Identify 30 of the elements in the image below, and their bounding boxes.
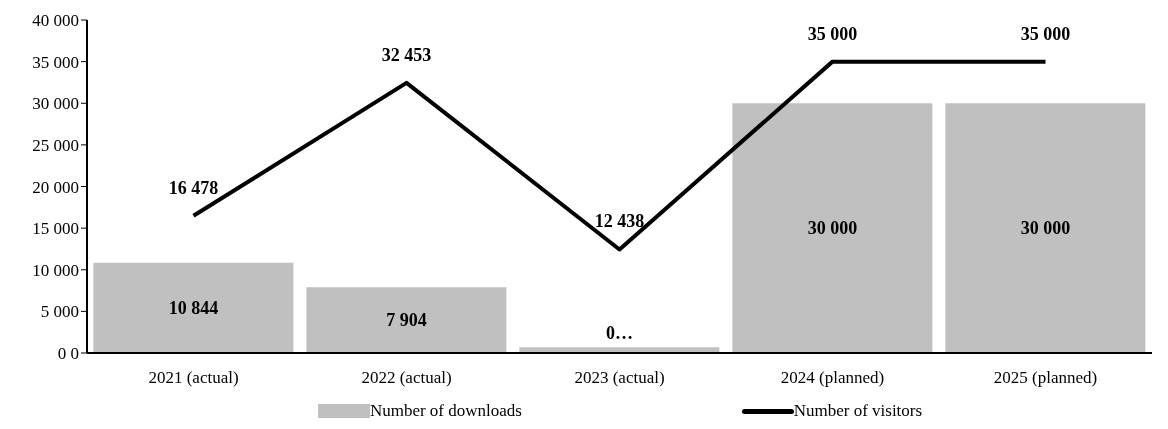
data-label: 0… xyxy=(605,323,633,344)
legend-label: Number of visitors xyxy=(793,401,923,421)
data-label: 35 000 xyxy=(807,23,858,44)
bar xyxy=(93,262,294,353)
data-label: 10 844 xyxy=(168,297,219,318)
y-tick-label: 5 000 xyxy=(40,302,79,322)
x-tick-label: 2021 (actual) xyxy=(148,368,239,388)
x-tick-label: 2025 (planned) xyxy=(993,368,1098,388)
y-tick-label: 10 000 xyxy=(32,260,79,280)
y-tick-label: 0 0 xyxy=(57,344,79,364)
data-label: 12 438 xyxy=(594,211,645,232)
data-label: 30 000 xyxy=(807,218,858,239)
y-tick-label: 35 000 xyxy=(32,52,79,72)
bar xyxy=(732,103,933,353)
data-label: 16 478 xyxy=(168,177,219,198)
legend-label: Number of downloads xyxy=(369,401,522,421)
x-tick-label: 2023 (actual) xyxy=(574,368,665,388)
bar xyxy=(945,103,1146,353)
y-tick-label: 15 000 xyxy=(32,219,79,239)
x-tick-label: 2024 (planned) xyxy=(780,368,885,388)
data-label: 7 904 xyxy=(386,310,427,331)
y-tick-label: 20 000 xyxy=(32,177,79,197)
y-tick-label: 40 000 xyxy=(32,11,79,31)
data-label: 30 000 xyxy=(1020,218,1071,239)
y-tick-label: 30 000 xyxy=(32,94,79,114)
bar xyxy=(306,287,507,353)
data-label: 32 453 xyxy=(381,44,432,65)
y-tick-label: 25 000 xyxy=(32,135,79,155)
data-label: 35 000 xyxy=(1020,23,1071,44)
x-tick-label: 2022 (actual) xyxy=(361,368,452,388)
